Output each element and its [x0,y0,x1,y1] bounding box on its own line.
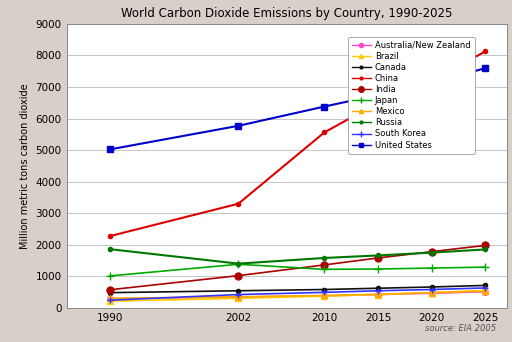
Line: Mexico: Mexico [106,288,488,301]
Mexico [106,296,113,300]
Japan [482,265,488,269]
China [375,101,381,105]
Canada [236,289,242,293]
China [106,234,113,238]
Brazil [429,291,435,295]
China [321,130,327,134]
Japan [429,266,435,270]
Brazil [106,299,113,303]
Canada [321,288,327,292]
Line: Japan: Japan [105,260,489,280]
South Korea [429,288,435,292]
Title: World Carbon Dioxide Emissions by Country, 1990-2025: World Carbon Dioxide Emissions by Countr… [121,7,453,20]
India [321,263,327,267]
Brazil [321,294,327,298]
Canada [429,285,435,289]
United States [236,124,242,128]
Russia [321,256,327,260]
China [236,202,242,206]
India [429,250,435,254]
United States [429,81,435,85]
South Korea [236,292,242,297]
Canada [375,286,381,290]
Canada [482,284,488,288]
Line: China: China [108,49,487,238]
South Korea [375,289,381,293]
India [375,256,381,260]
Australia/New Zealand [106,297,113,301]
Russia [106,247,113,251]
Mexico [482,289,488,293]
Legend: Australia/New Zealand, Brazil, Canada, China, India, Japan, Mexico, Russia, Sout: Australia/New Zealand, Brazil, Canada, C… [348,37,475,154]
Canada [106,291,113,295]
China [429,79,435,83]
Russia [375,253,381,258]
Line: Canada: Canada [108,283,487,295]
Japan [106,274,113,278]
Brazil [375,292,381,297]
Russia [236,262,242,266]
Line: Russia: Russia [108,247,487,266]
Line: Australia/New Zealand: Australia/New Zealand [106,289,488,301]
Japan [236,262,242,266]
United States [482,66,488,70]
Australia/New Zealand [375,292,381,297]
India [106,288,113,292]
United States [106,147,113,152]
Mexico [236,295,242,299]
Russia [429,251,435,255]
Mexico [375,292,381,296]
Y-axis label: Million metric tons carbon dioxide: Million metric tons carbon dioxide [20,83,30,249]
India [482,243,488,247]
Text: source: EIA 2005: source: EIA 2005 [425,325,496,333]
South Korea [321,290,327,294]
Russia [482,247,488,251]
Mexico [429,291,435,295]
South Korea [482,286,488,290]
Line: South Korea: South Korea [106,285,489,304]
South Korea [106,298,113,302]
Australia/New Zealand [429,291,435,295]
Japan [375,267,381,271]
Japan [321,267,327,271]
Brazil [482,288,488,292]
Australia/New Zealand [482,290,488,294]
Brazil [236,296,242,300]
Line: United States: United States [106,65,488,152]
United States [375,93,381,97]
Line: Brazil: Brazil [106,288,488,304]
United States [321,105,327,109]
India [236,274,242,278]
Mexico [321,293,327,298]
Australia/New Zealand [321,294,327,298]
Line: India: India [106,242,489,293]
China [482,49,488,53]
Australia/New Zealand [236,295,242,299]
